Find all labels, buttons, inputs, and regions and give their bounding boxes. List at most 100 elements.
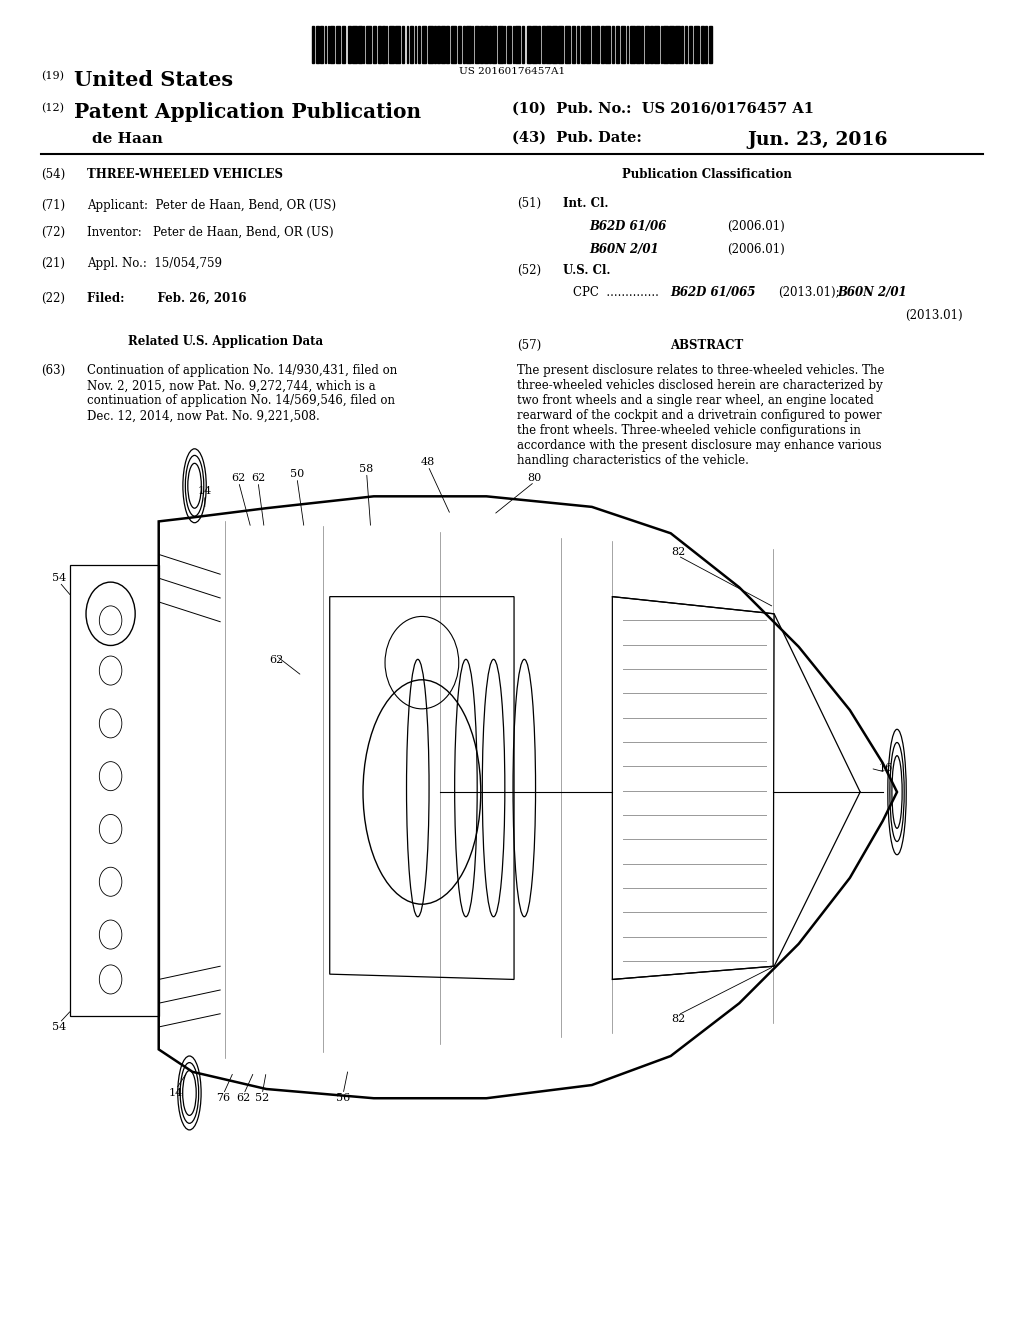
Bar (331, 26, 334, 63)
Bar (312, 26, 313, 63)
Text: (2013.01);: (2013.01); (778, 286, 840, 300)
Text: 62: 62 (269, 655, 284, 665)
Bar (402, 26, 404, 63)
Bar (422, 26, 426, 63)
Bar (615, 26, 620, 63)
Text: Appl. No.:  15/054,759: Appl. No.: 15/054,759 (87, 257, 222, 271)
Bar (504, 26, 505, 63)
Text: (52): (52) (517, 264, 542, 277)
Bar (418, 26, 420, 63)
Text: (22): (22) (41, 292, 65, 305)
Bar (445, 26, 450, 63)
Bar (586, 26, 590, 63)
Bar (389, 26, 394, 63)
Text: (43)  Pub. Date:: (43) Pub. Date: (512, 131, 642, 145)
Text: 14: 14 (198, 486, 212, 496)
Bar (622, 26, 625, 63)
Bar (547, 26, 551, 63)
Bar (373, 26, 376, 63)
Bar (565, 26, 570, 63)
Bar (378, 26, 381, 63)
Bar (601, 26, 604, 63)
Bar (631, 26, 635, 63)
Bar (594, 26, 595, 63)
Text: 14: 14 (169, 1088, 183, 1098)
Text: U.S. Cl.: U.S. Cl. (563, 264, 610, 277)
Text: THREE-WHEELED VEHICLES: THREE-WHEELED VEHICLES (87, 168, 283, 181)
Text: 54: 54 (52, 573, 67, 583)
Text: ABSTRACT: ABSTRACT (670, 339, 743, 352)
Text: (63): (63) (41, 364, 66, 378)
Text: 48: 48 (421, 457, 435, 467)
Bar (428, 26, 433, 63)
Text: 16: 16 (879, 763, 893, 774)
Bar (636, 26, 640, 63)
Text: 62: 62 (251, 473, 265, 483)
Bar (710, 26, 712, 63)
Bar (526, 26, 531, 63)
Text: (57): (57) (517, 339, 542, 352)
Text: (72): (72) (41, 226, 66, 239)
Bar (572, 26, 574, 63)
Text: (21): (21) (41, 257, 65, 271)
Bar (472, 26, 473, 63)
Text: (2006.01): (2006.01) (727, 220, 784, 234)
Bar (452, 26, 457, 63)
Bar (410, 26, 414, 63)
Text: 82: 82 (671, 546, 685, 557)
Bar (336, 26, 340, 63)
Bar (592, 26, 593, 63)
Bar (641, 26, 643, 63)
Text: Inventor:   Peter de Haan, Bend, OR (US): Inventor: Peter de Haan, Bend, OR (US) (87, 226, 334, 239)
Bar (627, 26, 629, 63)
Text: Int. Cl.: Int. Cl. (563, 197, 608, 210)
Bar (459, 26, 461, 63)
Text: Filed:        Feb. 26, 2016: Filed: Feb. 26, 2016 (87, 292, 247, 305)
Bar (582, 26, 585, 63)
Text: US 20160176457A1: US 20160176457A1 (459, 67, 565, 77)
Text: 62: 62 (231, 473, 246, 483)
Text: B62D 61/06: B62D 61/06 (589, 220, 666, 234)
Text: The present disclosure relates to three-wheeled vehicles. The
three-wheeled vehi: The present disclosure relates to three-… (517, 364, 885, 467)
Bar (480, 26, 483, 63)
Bar (681, 26, 683, 63)
Bar (362, 26, 365, 63)
Bar (347, 26, 351, 63)
Text: 80: 80 (527, 473, 542, 483)
Text: (10)  Pub. No.:  US 2016/0176457 A1: (10) Pub. No.: US 2016/0176457 A1 (512, 102, 814, 116)
Bar (466, 26, 471, 63)
Bar (315, 26, 319, 63)
Text: United States: United States (74, 70, 232, 90)
Text: 58: 58 (359, 463, 374, 474)
Text: (12): (12) (41, 103, 63, 114)
Text: Jun. 23, 2016: Jun. 23, 2016 (748, 131, 888, 149)
Bar (689, 26, 692, 63)
Bar (650, 26, 653, 63)
Bar (612, 26, 613, 63)
Bar (484, 26, 487, 63)
Bar (507, 26, 511, 63)
Text: (51): (51) (517, 197, 542, 210)
Text: (71): (71) (41, 199, 66, 213)
Bar (664, 26, 668, 63)
Bar (321, 26, 323, 63)
Bar (644, 26, 649, 63)
Bar (493, 26, 496, 63)
Bar (434, 26, 436, 63)
Bar (352, 26, 357, 63)
Bar (395, 26, 400, 63)
Bar (654, 26, 658, 63)
Bar (669, 26, 674, 63)
Text: de Haan: de Haan (92, 132, 163, 147)
Bar (577, 26, 580, 63)
Text: Continuation of application No. 14/930,431, filed on
Nov. 2, 2015, now Pat. No. : Continuation of application No. 14/930,4… (87, 364, 397, 422)
Bar (701, 26, 703, 63)
Bar (705, 26, 708, 63)
Text: Publication Classification: Publication Classification (622, 168, 792, 181)
Bar (558, 26, 563, 63)
Bar (328, 26, 330, 63)
Bar (660, 26, 663, 63)
Bar (382, 26, 385, 63)
Bar (358, 26, 361, 63)
Text: 82: 82 (671, 1014, 685, 1024)
